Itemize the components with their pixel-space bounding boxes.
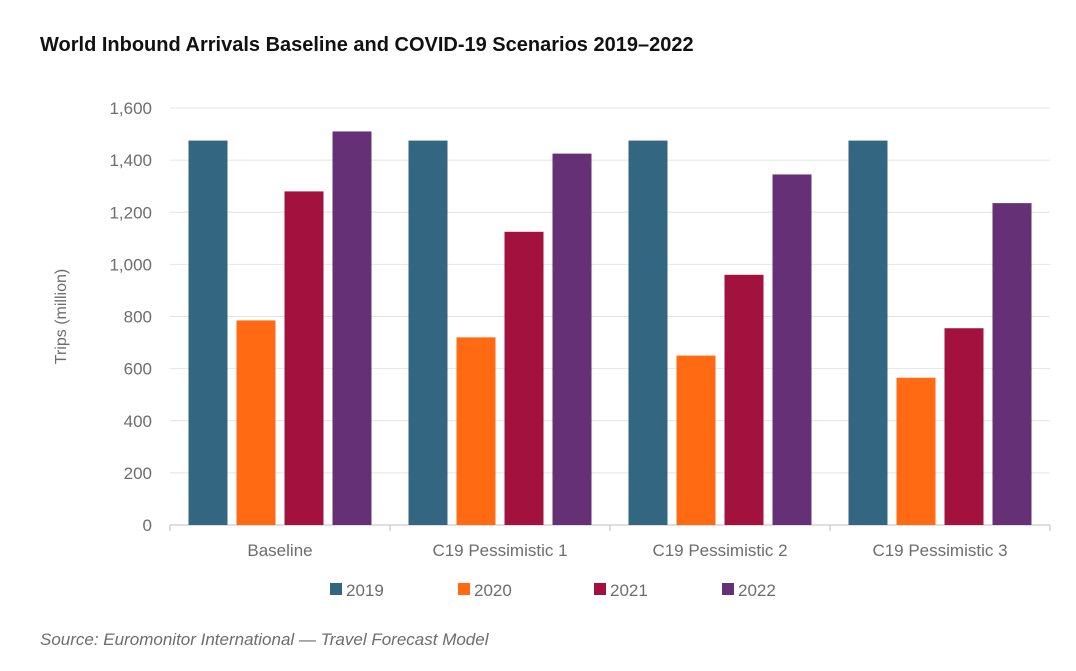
bar	[628, 140, 668, 525]
bar	[676, 355, 716, 525]
bar	[408, 140, 448, 525]
y-tick-label: 1,600	[109, 99, 152, 118]
x-category-label: C19 Pessimistic 2	[652, 541, 787, 560]
bar	[848, 140, 888, 525]
y-tick-label: 600	[124, 360, 152, 379]
y-tick-label: 1,200	[109, 203, 152, 222]
x-category-label: C19 Pessimistic 3	[872, 541, 1007, 560]
bar	[504, 231, 544, 525]
y-tick-label: 800	[124, 308, 152, 327]
y-tick-label: 0	[143, 516, 152, 535]
bar	[552, 153, 592, 525]
bar	[456, 337, 496, 525]
source-note: Source: Euromonitor International — Trav…	[40, 630, 489, 649]
legend-swatch	[458, 583, 470, 595]
legend-swatch	[722, 583, 734, 595]
bar	[284, 191, 324, 525]
legend-label: 2022	[738, 581, 776, 600]
bar	[944, 328, 984, 525]
y-tick-label: 1,000	[109, 255, 152, 274]
chart-title: World Inbound Arrivals Baseline and COVI…	[40, 34, 694, 56]
bar	[772, 174, 812, 525]
legend-label: 2019	[346, 581, 384, 600]
bar	[992, 203, 1032, 526]
y-tick-label: 1,400	[109, 151, 152, 170]
bar	[236, 320, 276, 525]
legend-swatch	[594, 583, 606, 595]
bar	[188, 140, 228, 525]
legend-swatch	[330, 583, 342, 595]
legend-label: 2021	[610, 581, 648, 600]
x-category-label: Baseline	[247, 541, 312, 560]
legend-label: 2020	[474, 581, 512, 600]
x-category-label: C19 Pessimistic 1	[432, 541, 567, 560]
bar	[724, 274, 764, 525]
y-axis-title: Trips (million)	[53, 269, 70, 364]
y-tick-label: 400	[124, 412, 152, 431]
y-tick-label: 200	[124, 464, 152, 483]
bar	[896, 377, 936, 525]
bar	[332, 131, 372, 526]
